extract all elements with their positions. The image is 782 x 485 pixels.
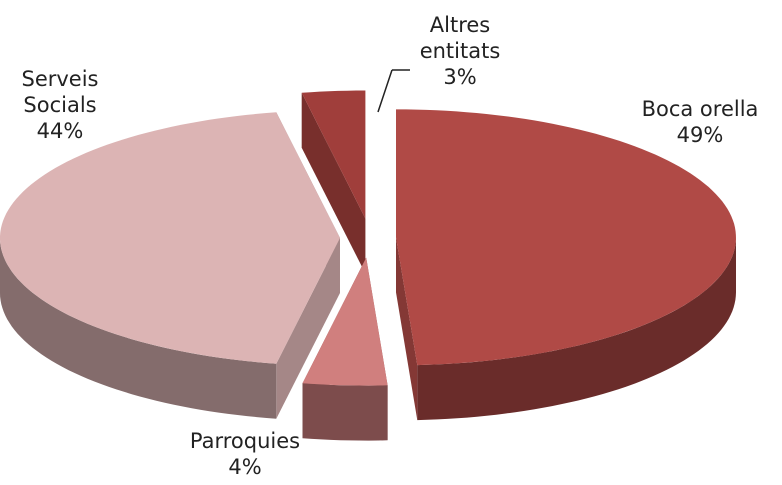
slice-label: Parroquies 4% [180,428,310,480]
leader-line [377,69,393,113]
slice [0,112,340,364]
slice-label: Boca orella 49% [625,96,775,148]
category-name: Altres entitats [419,13,501,63]
value-label: 3% [443,65,477,89]
slice-side [301,92,366,274]
slice-side [396,237,418,421]
value-label: 4% [228,455,262,479]
value-label: 49% [676,123,724,147]
slice-side [276,238,340,419]
slice [301,90,366,219]
category-name: Boca orella [641,97,759,121]
category-name: Serveis Socials [21,67,99,117]
slice-wall [417,237,736,421]
slice-wall [302,383,388,441]
category-name: Parroquies [189,429,301,453]
slice-label: Serveis Socials 44% [5,66,115,144]
slice [302,257,388,386]
slice-wall [0,238,277,419]
value-label: 44% [36,119,84,143]
slice [396,109,736,366]
slice-tops [0,90,736,386]
slice-label: Altres entitats 3% [405,12,515,90]
